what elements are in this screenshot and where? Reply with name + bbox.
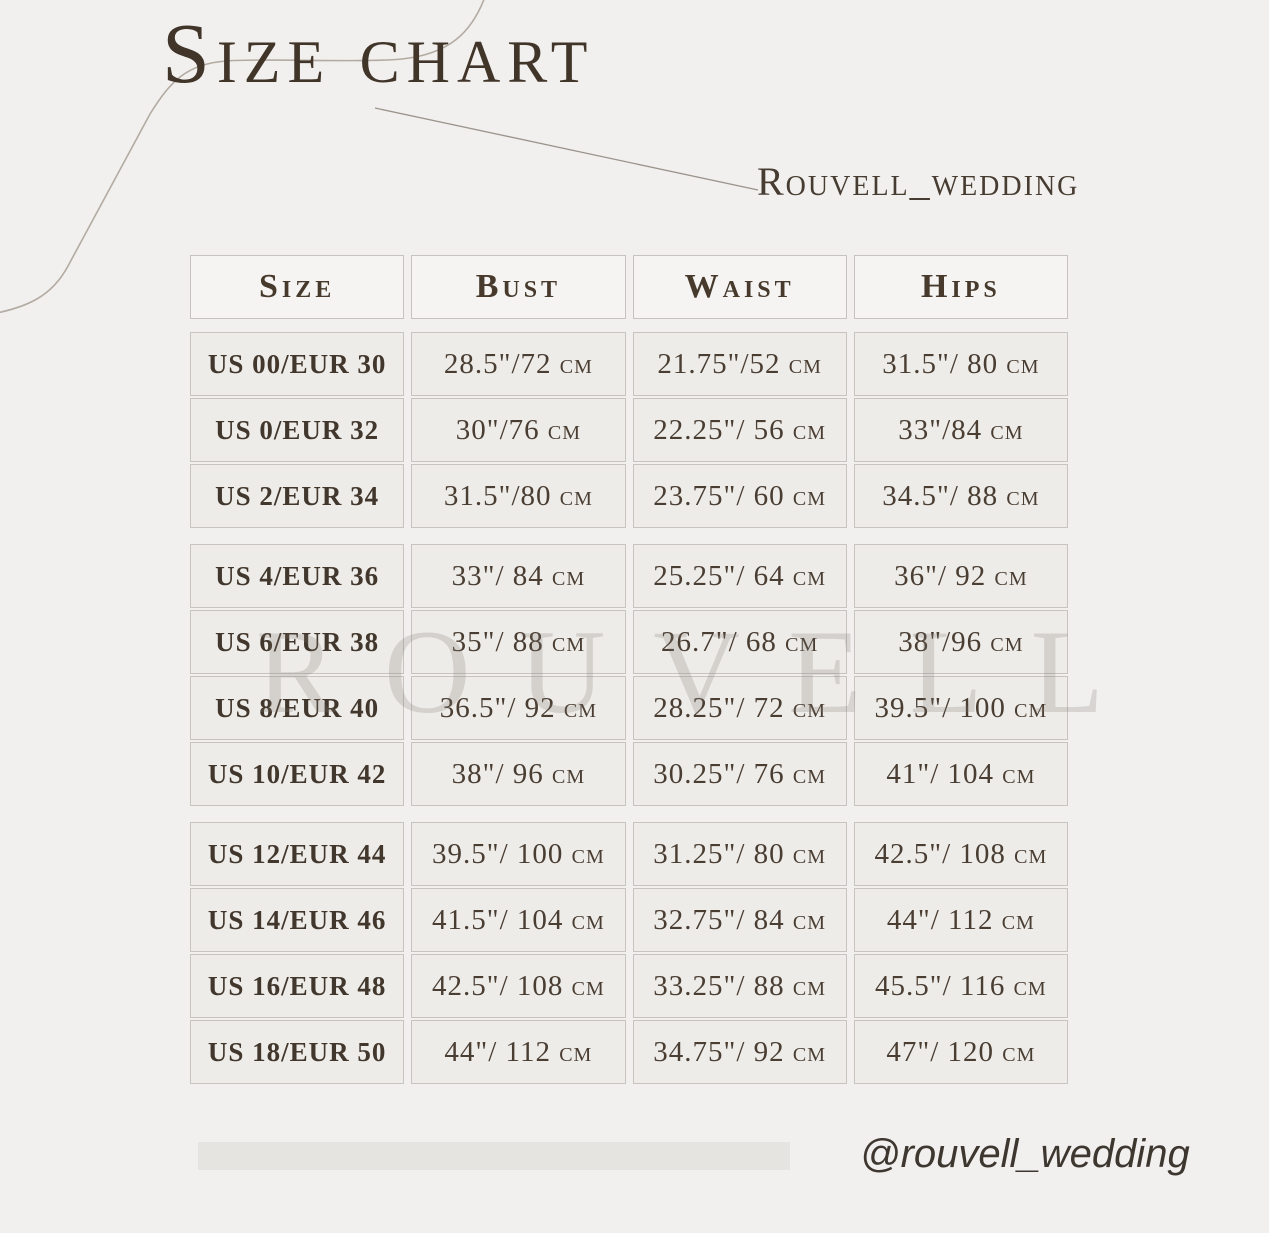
hips-cell: 42.5"/ 108 cm — [853, 822, 1068, 886]
size-cell: US 16/EUR 48 — [190, 954, 405, 1018]
waist-cell: 26.7"/ 68 cm — [632, 610, 847, 674]
table-row: US 6/EUR 38 35"/ 88 cm 26.7"/ 68 cm 38"/96 … — [190, 610, 1068, 674]
bust-cell: 39.5"/ 100 cm — [411, 822, 626, 886]
waist-cell: 33.25"/ 88 cm — [632, 954, 847, 1018]
bust-cell: 31.5"/80 cm — [411, 464, 626, 528]
hips-cell: 44"/ 112 cm — [853, 888, 1068, 952]
hips-cell: 45.5"/ 116 cm — [853, 954, 1068, 1018]
page-title: Size chart — [162, 5, 595, 101]
bust-cell: 44"/ 112 cm — [411, 1020, 626, 1084]
size-cell: US 10/EUR 42 — [190, 742, 405, 806]
hips-cell: 47"/ 120 cm — [853, 1020, 1068, 1084]
hips-cell: 41"/ 104 cm — [853, 742, 1068, 806]
column-header-bust: Bust — [411, 255, 626, 319]
table-row: US 14/EUR 46 41.5"/ 104 cm 32.75"/ 84 cm 44… — [190, 888, 1068, 952]
size-cell: US 14/EUR 46 — [190, 888, 405, 952]
bust-cell: 33"/ 84 cm — [411, 544, 626, 608]
table-row: US 8/EUR 40 36.5"/ 92 cm 28.25"/ 72 cm 39.5… — [190, 676, 1068, 740]
size-cell: US 00/EUR 30 — [190, 332, 405, 396]
table-body: US 00/EUR 30 28.5"/72 cm 21.75"/52 cm 31.5"… — [190, 332, 1068, 1084]
waist-cell: 22.25"/ 56 cm — [632, 398, 847, 462]
waist-cell: 21.75"/52 cm — [632, 332, 847, 396]
table-row: US 00/EUR 30 28.5"/72 cm 21.75"/52 cm 31.5"… — [190, 332, 1068, 396]
row-group-3: US 12/EUR 44 39.5"/ 100 cm 31.25"/ 80 cm 42… — [190, 822, 1068, 1084]
waist-cell: 34.75"/ 92 cm — [632, 1020, 847, 1084]
waist-cell: 30.25"/ 76 cm — [632, 742, 847, 806]
brand-credit: Rouvell_wedding — [757, 159, 1080, 204]
bust-cell: 35"/ 88 cm — [411, 610, 626, 674]
hips-cell: 39.5"/ 100 cm — [853, 676, 1068, 740]
column-header-hips: Hips — [853, 255, 1068, 319]
table-row: US 4/EUR 36 33"/ 84 cm 25.25"/ 64 cm 36"/ 9… — [190, 544, 1068, 608]
hips-cell: 33"/84 cm — [853, 398, 1068, 462]
table-header-row: Size Bust Waist Hips — [190, 255, 1068, 319]
hips-cell: 36"/ 92 cm — [853, 544, 1068, 608]
bust-cell: 28.5"/72 cm — [411, 332, 626, 396]
hips-cell: 31.5"/ 80 cm — [853, 332, 1068, 396]
table-row: US 10/EUR 42 38"/ 96 cm 30.25"/ 76 cm 41"/ … — [190, 742, 1068, 806]
table-row: US 2/EUR 34 31.5"/80 cm 23.75"/ 60 cm 34.5"… — [190, 464, 1068, 528]
social-handle: @rouvell_wedding — [860, 1132, 1190, 1176]
bust-cell: 30"/76 cm — [411, 398, 626, 462]
size-cell: US 4/EUR 36 — [190, 544, 405, 608]
bust-cell: 42.5"/ 108 cm — [411, 954, 626, 1018]
waist-cell: 31.25"/ 80 cm — [632, 822, 847, 886]
size-cell: US 6/EUR 38 — [190, 610, 405, 674]
table-row: US 0/EUR 32 30"/76 cm 22.25"/ 56 cm 33"/84 … — [190, 398, 1068, 462]
footer-bar — [198, 1142, 790, 1170]
waist-cell: 25.25"/ 64 cm — [632, 544, 847, 608]
size-cell: US 12/EUR 44 — [190, 822, 405, 886]
waist-cell: 23.75"/ 60 cm — [632, 464, 847, 528]
column-header-size: Size — [190, 255, 405, 319]
bust-cell: 36.5"/ 92 cm — [411, 676, 626, 740]
waist-cell: 28.25"/ 72 cm — [632, 676, 847, 740]
annotation-pointer-line — [374, 107, 759, 191]
table-row: US 18/EUR 50 44"/ 112 cm 34.75"/ 92 cm 47"/… — [190, 1020, 1068, 1084]
table-row: US 12/EUR 44 39.5"/ 100 cm 31.25"/ 80 cm 42… — [190, 822, 1068, 886]
bust-cell: 41.5"/ 104 cm — [411, 888, 626, 952]
size-cell: US 2/EUR 34 — [190, 464, 405, 528]
size-cell: US 8/EUR 40 — [190, 676, 405, 740]
size-cell: US 18/EUR 50 — [190, 1020, 405, 1084]
table-row: US 16/EUR 48 42.5"/ 108 cm 33.25"/ 88 cm 45… — [190, 954, 1068, 1018]
waist-cell: 32.75"/ 84 cm — [632, 888, 847, 952]
row-group-1: US 00/EUR 30 28.5"/72 cm 21.75"/52 cm 31.5"… — [190, 332, 1068, 528]
size-chart-table: Size Bust Waist Hips US 00/EUR 30 28.5"/7… — [190, 255, 1068, 1084]
row-group-2: US 4/EUR 36 33"/ 84 cm 25.25"/ 64 cm 36"/ 9… — [190, 544, 1068, 806]
size-cell: US 0/EUR 32 — [190, 398, 405, 462]
bust-cell: 38"/ 96 cm — [411, 742, 626, 806]
column-header-waist: Waist — [632, 255, 847, 319]
hips-cell: 38"/96 cm — [853, 610, 1068, 674]
hips-cell: 34.5"/ 88 cm — [853, 464, 1068, 528]
